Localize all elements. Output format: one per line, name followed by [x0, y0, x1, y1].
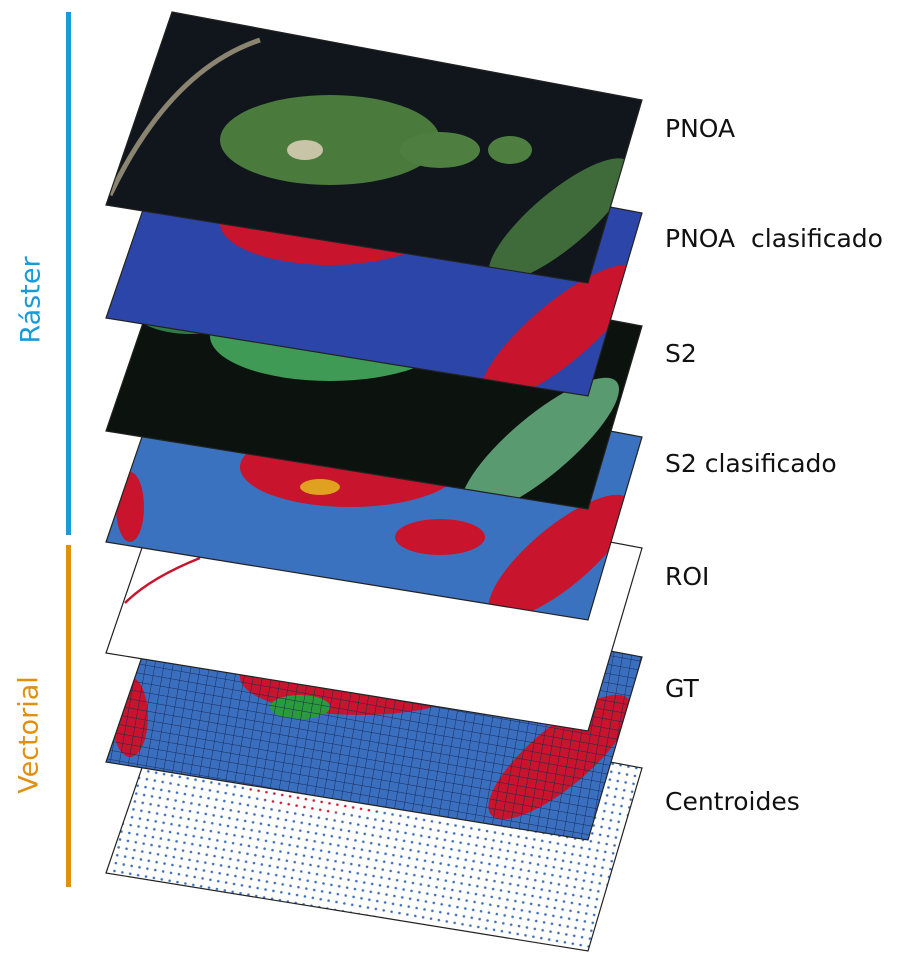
layer-diagram: Ráster Vectorial PNOA PNOA clasificado S…: [0, 0, 907, 968]
vectorial-bar: [66, 545, 71, 887]
layer-label: S2: [665, 339, 697, 368]
layer-label: PNOA clasificado: [665, 224, 883, 253]
group-label: Vectorial: [14, 676, 45, 794]
layer-label: Centroides: [665, 787, 800, 816]
layer-label: S2 clasificado: [665, 449, 837, 478]
raster-bar: [66, 12, 71, 535]
layer-label: GT: [665, 674, 699, 703]
group-label: Ráster: [16, 256, 47, 344]
layer-label: ROI: [665, 562, 709, 591]
layer-label: PNOA: [665, 114, 735, 143]
